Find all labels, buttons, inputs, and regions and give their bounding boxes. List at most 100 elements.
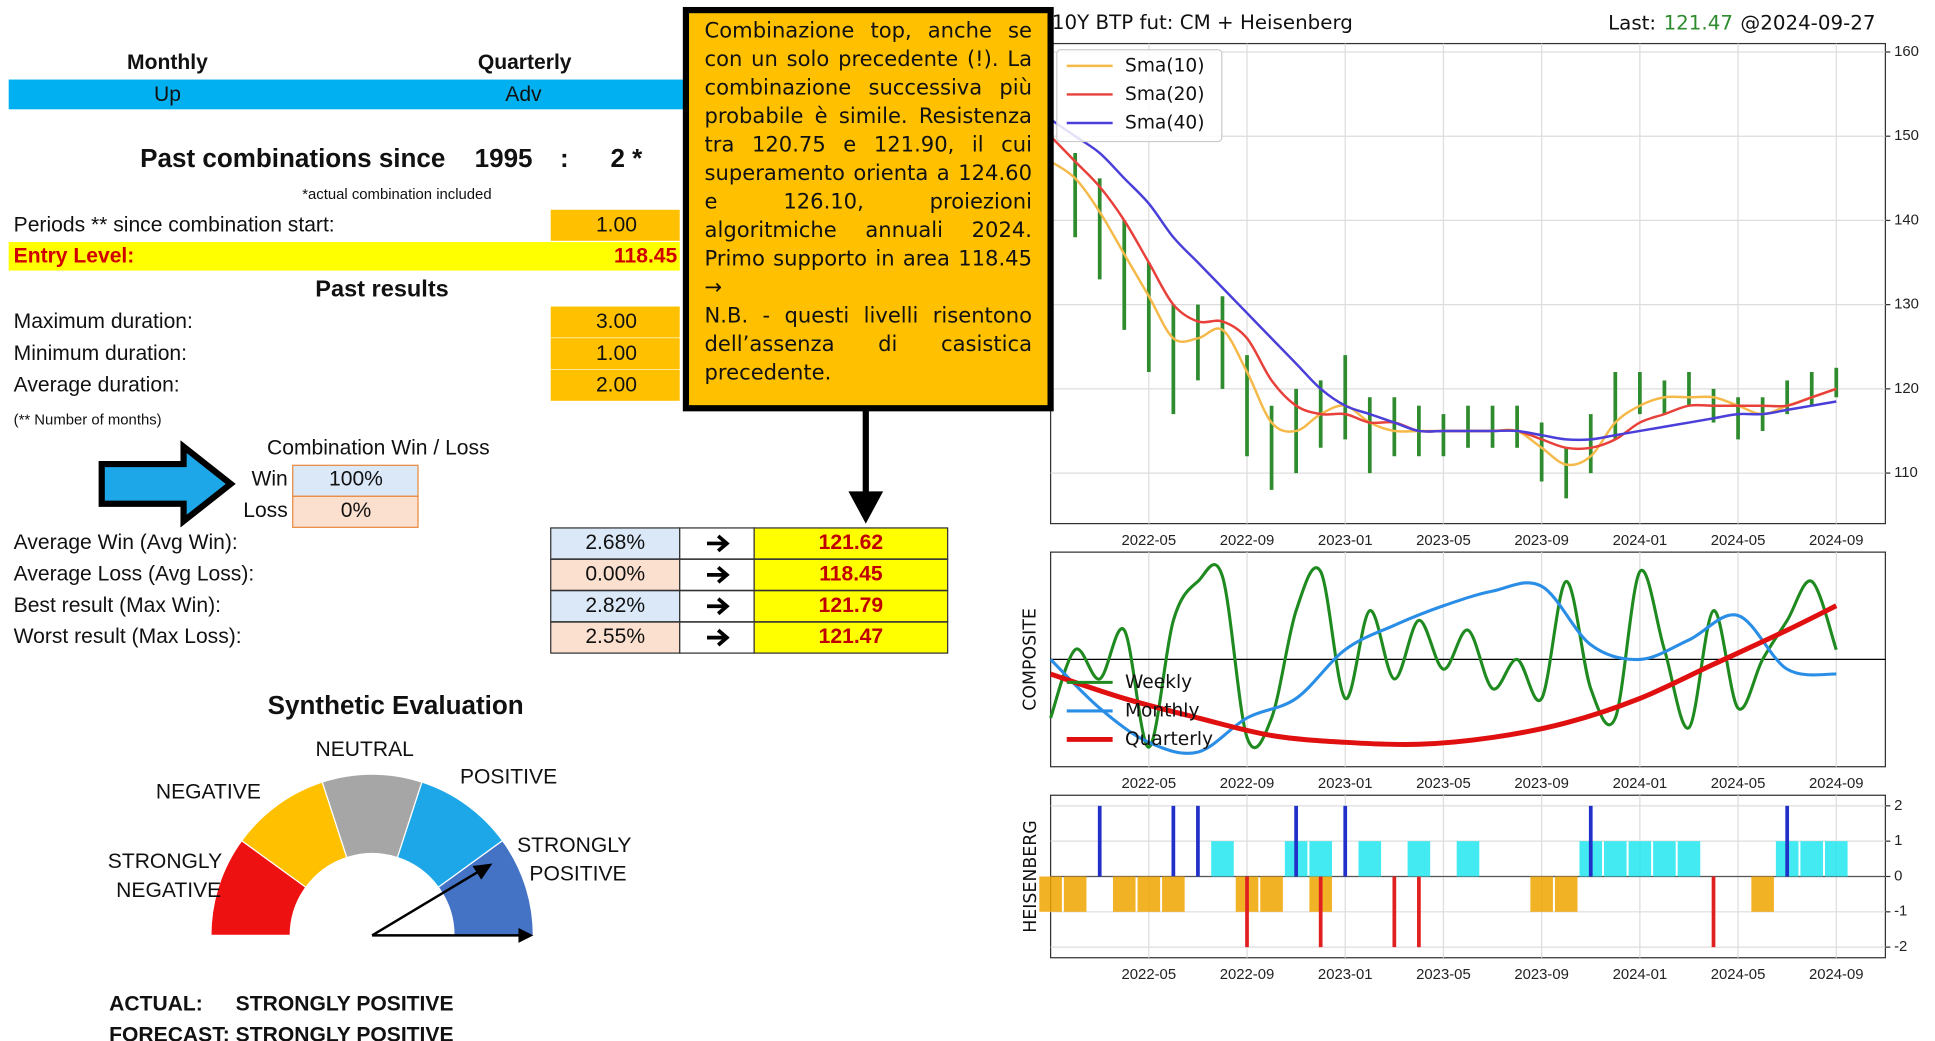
gauge-label: STRONGLY NEGATIVE <box>108 850 222 902</box>
x-tick-label: 2023-01 <box>1318 533 1373 549</box>
signal-bar <box>1162 876 1185 912</box>
section-title: Combination Win / Loss <box>267 437 490 460</box>
row-label: Worst result (Max Loss): <box>14 625 242 648</box>
signal-bar <box>1751 876 1774 912</box>
signal-bar <box>1407 841 1431 877</box>
signal-bar <box>1677 841 1701 877</box>
y-axis-label: HEISENBERG <box>1021 820 1041 933</box>
level-cell <box>753 558 949 591</box>
gauge-label: POSITIVE <box>460 765 557 788</box>
needle-head <box>472 863 493 880</box>
x-tick-label: 2024-09 <box>1809 967 1864 983</box>
legend-label: Weekly <box>1125 672 1192 693</box>
actual-value: STRONGLY POSITIVE <box>236 992 454 1015</box>
y-tick-label: -2 <box>1894 939 1907 955</box>
y-tick-label: 160 <box>1894 44 1919 60</box>
x-tick-label: 2023-01 <box>1318 776 1373 792</box>
row-label: Win <box>251 468 287 491</box>
signal-bar <box>1392 876 1397 948</box>
composite-line <box>1049 581 1837 755</box>
row-arrow <box>707 597 730 616</box>
x-tick-label: 2024-01 <box>1613 776 1668 792</box>
row-arrow <box>707 534 730 553</box>
row-label: Average Win (Avg Win): <box>14 531 238 554</box>
x-tick-label: 2024-01 <box>1613 967 1668 983</box>
row-label: Periods ** since combination start: <box>14 213 335 236</box>
row-label: Maximum duration: <box>14 310 193 333</box>
signal-bar <box>1211 841 1234 877</box>
baseline-head <box>518 927 534 943</box>
x-tick-label: 2023-05 <box>1416 967 1471 983</box>
legend-label: Sma(10) <box>1125 55 1204 76</box>
signal-bar <box>1417 876 1421 948</box>
signal-bar <box>1343 805 1348 877</box>
row-label: Loss <box>243 499 288 522</box>
signal-bar <box>1785 805 1790 877</box>
legend-box <box>1056 49 1223 143</box>
combination-panel: Monthly Quarterly Up Adv Past combinatio… <box>8 51 949 1041</box>
x-tick-label: 2022-05 <box>1122 533 1177 549</box>
legend-label: Monthly <box>1125 700 1199 721</box>
gauge-segment <box>437 839 534 937</box>
signal-bar <box>1245 876 1249 948</box>
signal-bar <box>1112 876 1136 912</box>
header-value: Adv <box>505 83 542 106</box>
note: *actual combination included <box>302 187 491 203</box>
value-cell <box>550 369 680 401</box>
signal-bar <box>1456 841 1480 877</box>
x-tick-label: 2022-09 <box>1220 533 1275 549</box>
row-label: Minimum duration: <box>14 342 187 365</box>
signal-bar <box>1294 805 1298 877</box>
y-tick-label: 150 <box>1894 128 1919 144</box>
x-tick-label: 2024-05 <box>1711 533 1766 549</box>
pct-value: 2.82% <box>585 594 645 617</box>
y-tick-label: 2 <box>1894 798 1902 814</box>
level-cell <box>753 621 949 654</box>
comment-callout: Combinazione top, anche se con un solo p… <box>682 6 1054 524</box>
composite-line <box>1049 603 1838 748</box>
row-arrow <box>707 628 730 647</box>
row-value: 2.00 <box>596 373 637 396</box>
signal-bar <box>1171 805 1176 877</box>
signal-bar <box>1358 841 1382 877</box>
combination-count: 2 * <box>610 143 643 173</box>
row-value: 1.00 <box>596 342 637 365</box>
signal-bar <box>1800 841 1824 877</box>
pct-value: 2.68% <box>585 531 645 554</box>
signal-bar <box>1653 841 1676 877</box>
last-label: Last: <box>1608 11 1656 34</box>
gauge-label: NEUTRAL <box>315 738 414 761</box>
actual-label: ACTUAL: <box>109 992 203 1015</box>
pct-cell <box>550 621 681 654</box>
entry-band <box>8 242 680 271</box>
comment-text: Combinazione top, anche se con un solo p… <box>704 18 1032 301</box>
entry-value: 118.45 <box>614 244 678 267</box>
forecast-value: STRONGLY POSITIVE <box>236 1023 454 1041</box>
signal-bar <box>1711 876 1716 948</box>
since-year: 1995 <box>475 143 533 173</box>
gauge-label: STRONGLY POSITIVE <box>517 834 631 886</box>
level-value: 121.47 <box>819 625 883 648</box>
callout-arrowhead <box>848 491 884 524</box>
last-info: Last: 121.47 @2024-09-27 <box>1608 11 1875 34</box>
signal-bar <box>1309 841 1332 877</box>
x-tick-label: 2022-09 <box>1220 967 1275 983</box>
entry-label: Entry Level: <box>14 244 135 267</box>
chart-title: 10Y BTP fut: CM + Heisenberg <box>1052 11 1353 34</box>
section-title: Past combinations since <box>140 143 445 173</box>
signal-bar <box>1039 876 1062 912</box>
level-value: 121.79 <box>819 594 883 617</box>
separator: : <box>560 143 569 173</box>
level-value: 118.45 <box>819 562 883 585</box>
x-tick-label: 2024-05 <box>1711 967 1766 983</box>
comment-text: N.B. - questi livelli risentono dell’ass… <box>704 304 1032 386</box>
signal-bar <box>1530 876 1553 912</box>
value-cell <box>550 338 680 370</box>
x-tick-label: 2023-01 <box>1318 967 1373 983</box>
signal-bar <box>1063 876 1087 912</box>
note: (** Number of months) <box>14 413 162 429</box>
x-tick-label: 2022-05 <box>1122 967 1177 983</box>
signal-bar <box>1260 876 1283 912</box>
signal-bar <box>1554 876 1578 912</box>
